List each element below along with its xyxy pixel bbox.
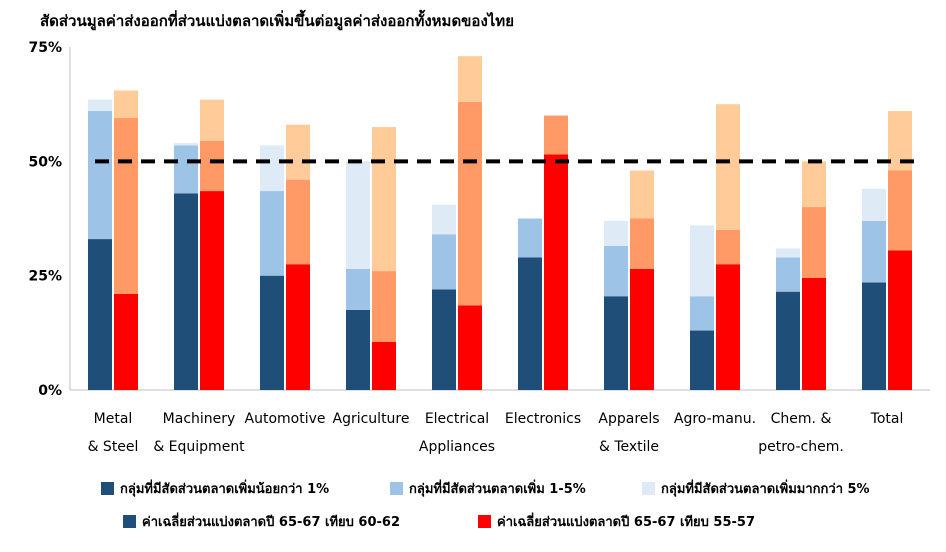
bar-a-lt1: [518, 257, 542, 390]
x-tick-label: Total: [870, 411, 904, 427]
bar-b-1to5: [630, 218, 654, 269]
x-tick-label: Machinery: [163, 411, 236, 427]
x-tick-label: Automotive: [245, 411, 326, 427]
bar-a-lt1: [604, 296, 628, 390]
x-tick-label: Agriculture: [333, 411, 410, 427]
y-tick-label: 75%: [28, 40, 62, 56]
bar-b-gt5: [286, 124, 310, 180]
legend-swatch-lt1: [101, 482, 114, 495]
bar-a-lt1: [174, 193, 198, 390]
bar-a-lt1: [346, 309, 370, 390]
bar-b-gt5: [458, 56, 482, 102]
bar-a-gt5: [776, 248, 800, 258]
x-tick-label: Chem. &: [771, 411, 832, 427]
bar-a-gt5: [862, 188, 886, 221]
bar-b-gt5: [200, 99, 224, 141]
bar-a-gt5: [432, 204, 456, 235]
bar-a-lt1: [690, 330, 714, 390]
bar-a-gt5: [346, 161, 370, 269]
legend-swatch-1to5: [390, 482, 403, 495]
bar-b-lt1: [372, 341, 396, 390]
bar-b-gt5: [114, 90, 138, 118]
bar-b-gt5: [372, 127, 396, 272]
legend-item-1to5: กลุ่มที่มีสัดส่วนตลาดเพิ่ม 1-5%: [390, 478, 586, 499]
legend-item-group-b: ค่าเฉลี่ยส่วนแบ่งตลาดปี 65-67 เทียบ 55-5…: [478, 511, 755, 532]
bar-b-1to5: [802, 207, 826, 278]
x-tick-label: Metal: [94, 411, 133, 427]
legend-item-group-a: ค่าเฉลี่ยส่วนแบ่งตลาดปี 65-67 เทียบ 60-6…: [123, 511, 400, 532]
bar-b-1to5: [114, 117, 138, 294]
bar-b-gt5: [630, 170, 654, 219]
bar-a-gt5: [604, 220, 628, 246]
bar-a-lt1: [776, 291, 800, 390]
legend-label-group-a: ค่าเฉลี่ยส่วนแบ่งตลาดปี 65-67 เทียบ 60-6…: [142, 515, 400, 530]
bar-b-lt1: [630, 268, 654, 390]
bar-a-gt5: [88, 99, 112, 112]
bar-b-1to5: [716, 229, 740, 265]
x-tick-label: Electrical: [425, 411, 489, 427]
x-tick-label: Electronics: [505, 411, 581, 427]
bar-b-lt1: [716, 264, 740, 390]
x-tick-label: & Equipment: [153, 439, 245, 455]
bar-b-lt1: [544, 154, 568, 390]
bar-a-lt1: [862, 282, 886, 390]
bar-b-lt1: [286, 264, 310, 390]
legend-item-lt1: กลุ่มที่มีสัดส่วนตลาดเพิ่มน้อยกว่า 1%: [101, 478, 329, 499]
bar-b-1to5: [458, 101, 482, 306]
x-tick-label: Appliances: [419, 439, 495, 455]
bars-group: [88, 56, 912, 390]
legend-swatch-group-b: [478, 515, 491, 528]
bar-b-1to5: [200, 140, 224, 192]
x-tick-label: Apparels: [598, 411, 659, 427]
bar-b-1to5: [372, 271, 396, 342]
x-tick-label: & Steel: [88, 439, 139, 455]
bar-a-gt5: [260, 145, 284, 192]
bar-b-gt5: [716, 104, 740, 230]
bar-a-1to5: [776, 257, 800, 292]
bar-a-gt5: [690, 225, 714, 297]
bar-b-1to5: [286, 179, 310, 265]
x-tick-label: Agro-manu.: [674, 411, 756, 427]
x-tick-label: petro-chem.: [758, 439, 844, 455]
bar-a-1to5: [432, 234, 456, 290]
bar-a-lt1: [260, 275, 284, 390]
legend-swatch-group-a: [123, 515, 136, 528]
bar-a-1to5: [690, 296, 714, 331]
bar-a-gt5: [174, 143, 198, 146]
bar-a-1to5: [260, 191, 284, 276]
legend-swatch-gt5: [642, 482, 655, 495]
bar-a-1to5: [174, 145, 198, 194]
bar-b-lt1: [802, 277, 826, 390]
x-axis: Metal & Steel Machinery & EquipmentAutomoti…: [88, 411, 904, 455]
legend-label-1to5: กลุ่มที่มีสัดส่วนตลาดเพิ่ม 1-5%: [409, 482, 586, 497]
bar-b-lt1: [114, 293, 138, 390]
y-tick-label: 25%: [28, 269, 62, 285]
legend-label-gt5: กลุ่มที่มีสัดส่วนตลาดเพิ่มมากกว่า 5%: [661, 482, 870, 497]
bar-a-1to5: [88, 111, 112, 240]
bar-a-1to5: [604, 245, 628, 297]
bar-b-lt1: [200, 191, 224, 390]
bar-b-gt5: [802, 161, 826, 208]
bar-a-lt1: [88, 239, 112, 390]
y-tick-label: 0%: [38, 383, 62, 399]
chart-title: สัดส่วนมูลค่าส่งออกที่ส่วนแบ่งตลาดเพิ่มข…: [40, 9, 514, 31]
legend-item-gt5: กลุ่มที่มีสัดส่วนตลาดเพิ่มมากกว่า 5%: [642, 478, 870, 499]
bar-a-1to5: [862, 220, 886, 283]
bar-b-lt1: [888, 250, 912, 390]
bar-b-lt1: [458, 305, 482, 390]
bar-a-1to5: [518, 218, 542, 258]
bar-b-1to5: [544, 115, 568, 155]
bar-a-lt1: [432, 289, 456, 390]
bar-b-1to5: [888, 170, 912, 251]
x-tick-label: & Textile: [599, 439, 659, 455]
y-tick-label: 50%: [28, 154, 62, 170]
bar-a-1to5: [346, 268, 370, 310]
legend-label-lt1: กลุ่มที่มีสัดส่วนตลาดเพิ่มน้อยกว่า 1%: [120, 482, 330, 497]
legend-label-group-b: ค่าเฉลี่ยส่วนแบ่งตลาดปี 65-67 เทียบ 55-5…: [497, 515, 755, 530]
